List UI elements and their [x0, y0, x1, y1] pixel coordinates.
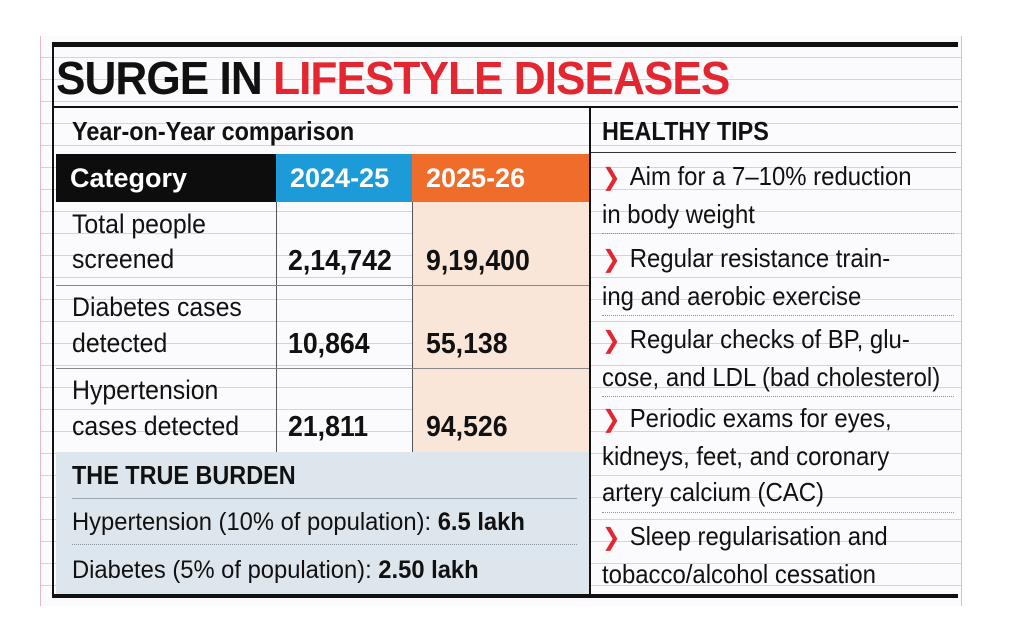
burden-heading-rule	[72, 498, 577, 499]
title-rule	[54, 106, 958, 108]
title-part-1: SURGE IN	[56, 52, 263, 104]
tip-separator	[602, 396, 954, 397]
healthy-tips-heading: HEALTHY TIPS	[602, 116, 769, 146]
col-2025-26-background	[412, 202, 589, 452]
row-3-value-2024-25: 21,811	[288, 411, 369, 443]
table-divider-2	[412, 202, 413, 452]
column-divider	[589, 106, 591, 596]
table-divider-1	[276, 202, 277, 452]
true-burden-box	[56, 452, 589, 594]
tip-text: Sleep regularisation and	[629, 521, 888, 551]
tip-text: in body weight	[602, 199, 755, 229]
tip-text: artery calcium (CAC)	[602, 477, 824, 507]
tip-item-5: ❯ Sleep regularisation and tobacco/alcoho…	[602, 518, 926, 592]
chevron-right-icon: ❯	[602, 524, 621, 551]
infographic-title: SURGE IN LIFESTYLE DISEASES	[56, 52, 730, 104]
row-3-label-line-1: Hypertension	[72, 375, 219, 405]
row-2-label-line-1: Diabetes cases	[72, 292, 242, 322]
burden-item-hypertension: Hypertension (10% of population): 6.5 la…	[72, 507, 525, 537]
tips-heading-rule	[591, 152, 956, 153]
tip-item-2: ❯ Regular resistance train- ing and aerob…	[602, 240, 926, 314]
row-1-value-2024-25: 2,14,742	[288, 245, 392, 277]
burden-item-label: Diabetes (5% of population):	[72, 556, 379, 584]
tip-text: cose, and LDL (bad cholesterol)	[602, 362, 941, 392]
tip-text: Regular checks of BP, glu-	[629, 324, 910, 354]
infographic-frame	[52, 42, 958, 598]
tip-separator	[602, 512, 954, 513]
row-3-label-line-2: cases detected	[72, 411, 240, 441]
row-divider-1	[56, 285, 589, 286]
title-part-2: LIFESTYLE DISEASES	[273, 52, 730, 104]
tip-separator	[602, 233, 954, 234]
tip-item-4: ❯ Periodic exams for eyes, kidneys, feet,…	[602, 400, 926, 510]
column-header-2025-26: 2025-26	[412, 154, 589, 202]
column-header-category: Category	[56, 154, 276, 202]
row-3-value-2025-26: 94,526	[426, 411, 508, 443]
tip-separator	[602, 315, 954, 316]
tip-text: tobacco/alcohol cessation	[602, 559, 876, 589]
tip-text: kidneys, feet, and coronary	[602, 441, 890, 471]
tip-line: ❯ Regular checks of BP, glu-	[602, 321, 926, 359]
burden-item-diabetes: Diabetes (5% of population): 2.50 lakh	[72, 555, 479, 585]
chevron-right-icon: ❯	[602, 327, 621, 354]
row-2-label-line-2: detected	[72, 328, 168, 358]
tip-text: ing and aerobic exercise	[602, 281, 862, 311]
column-header-2024-25: 2024-25	[276, 154, 412, 202]
row-2-value-2024-25: 10,864	[288, 328, 370, 360]
tip-text: Periodic exams for eyes,	[629, 403, 892, 433]
row-2-value-2025-26: 55,138	[426, 328, 508, 360]
tip-text: Regular resistance train-	[629, 243, 891, 273]
chevron-right-icon: ❯	[602, 164, 621, 191]
burden-item-label: Hypertension (10% of population):	[72, 508, 438, 536]
tip-line: ❯ Regular resistance train-	[602, 240, 926, 278]
row-1-value-2025-26: 9,19,400	[426, 245, 530, 277]
tip-item-3: ❯ Regular checks of BP, glu- cose, and LD…	[602, 321, 941, 395]
row-1-label-line-2: screened	[72, 244, 175, 274]
tip-line: ❯ Aim for a 7–10% reduction	[602, 158, 926, 196]
tip-line: ❯ Sleep regularisation and	[602, 518, 926, 556]
row-1-label-line-1: Total people	[72, 209, 206, 239]
tip-text: Aim for a 7–10% reduction	[629, 161, 912, 191]
tip-item-1: ❯ Aim for a 7–10% reduction in body weigh…	[602, 158, 926, 232]
burden-item-value: 6.5 lakh	[437, 508, 525, 536]
chevron-right-icon: ❯	[602, 406, 621, 433]
chevron-right-icon: ❯	[602, 246, 621, 273]
burden-item-value: 2.50 lakh	[378, 556, 479, 584]
true-burden-heading: THE TRUE BURDEN	[72, 460, 296, 490]
tip-line: ❯ Periodic exams for eyes,	[602, 400, 926, 438]
row-divider-2	[56, 368, 589, 369]
burden-item-separator	[72, 544, 577, 545]
comparison-heading: Year-on-Year comparison	[72, 116, 355, 146]
